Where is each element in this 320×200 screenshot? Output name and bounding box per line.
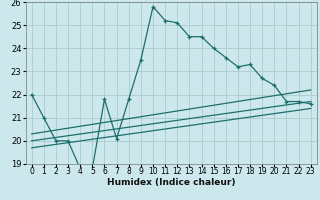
X-axis label: Humidex (Indice chaleur): Humidex (Indice chaleur) <box>107 178 236 187</box>
